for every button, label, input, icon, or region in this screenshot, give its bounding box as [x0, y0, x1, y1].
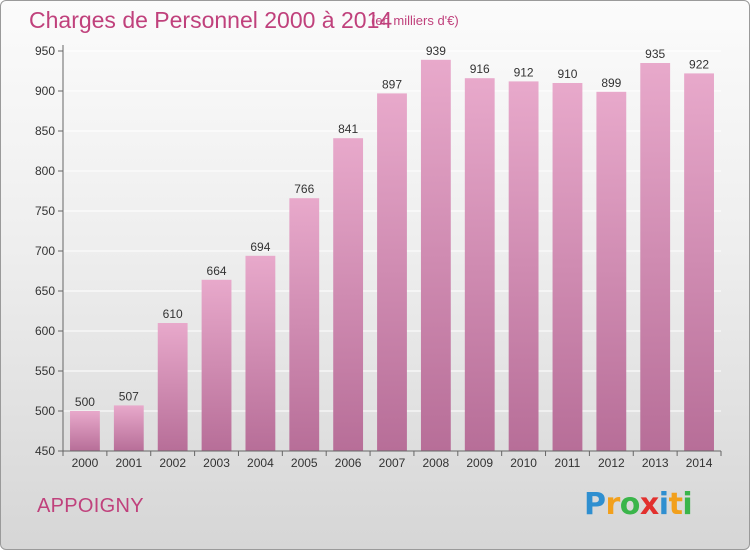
logo-letter: r	[605, 487, 621, 522]
value-label-2001: 507	[119, 389, 139, 403]
x-tick-label-2014: 2014	[686, 456, 713, 470]
value-label-2013: 935	[645, 47, 665, 61]
bar-2012	[596, 91, 627, 452]
bar-2005	[289, 198, 320, 451]
value-label-2002: 610	[163, 307, 183, 321]
value-label-2004: 694	[250, 240, 270, 254]
bar-2014	[684, 73, 714, 452]
value-label-2007: 897	[382, 77, 402, 91]
bar-2009	[464, 78, 495, 451]
proxiti-logo: Proxiti	[584, 487, 693, 522]
logo-letter: o	[619, 487, 641, 522]
y-tick-label: 800	[35, 164, 55, 178]
chart-subtitle: (en milliers d'€)	[371, 13, 459, 28]
y-tick-label: 850	[35, 124, 55, 138]
y-tick-label: 600	[35, 324, 55, 338]
y-tick-label: 700	[35, 244, 55, 258]
value-label-2006: 841	[338, 122, 358, 136]
y-tick-label: 900	[35, 84, 55, 98]
value-label-2003: 664	[207, 264, 227, 278]
bar-2000	[70, 411, 100, 451]
y-tick-label: 500	[35, 404, 55, 418]
x-tick-label-2004: 2004	[247, 456, 274, 470]
bar-2007	[377, 93, 407, 452]
x-tick-label-2002: 2002	[159, 456, 186, 470]
chart-title: Charges de Personnel 2000 à 2014	[29, 7, 393, 33]
x-tick-label-2003: 2003	[203, 456, 230, 470]
y-tick-label: 650	[35, 284, 55, 298]
y-tick-label: 550	[35, 364, 55, 378]
x-tick-label-2009: 2009	[466, 456, 493, 470]
bar-2002	[157, 323, 188, 451]
x-tick-label-2001: 2001	[115, 456, 142, 470]
logo-letter: i	[658, 487, 669, 522]
logo-letter: P	[584, 487, 606, 522]
logo-letter: i	[682, 487, 693, 522]
y-tick-label: 450	[35, 444, 55, 458]
value-label-2009: 916	[470, 62, 490, 76]
y-tick-label: 750	[35, 204, 55, 218]
value-label-2008: 939	[426, 44, 446, 58]
x-tick-label-2011: 2011	[555, 456, 581, 470]
x-tick-label-2000: 2000	[72, 456, 99, 470]
y-tick-label: 950	[35, 44, 55, 58]
bar-2011	[552, 83, 583, 451]
x-tick-label-2005: 2005	[291, 456, 318, 470]
value-label-2005: 766	[294, 182, 314, 196]
bar-2006	[333, 138, 364, 451]
bar-2010	[508, 81, 539, 452]
bar-2003	[201, 279, 232, 451]
x-tick-label-2007: 2007	[379, 456, 406, 470]
bar-2001	[113, 405, 144, 451]
location-name: APPOIGNY	[37, 495, 144, 517]
value-label-2014: 922	[689, 57, 709, 71]
bar-2004	[245, 255, 276, 451]
x-tick-label-2010: 2010	[510, 456, 537, 470]
value-label-2010: 912	[514, 65, 534, 79]
logo-letter: x	[639, 487, 659, 522]
value-label-2012: 899	[601, 76, 621, 90]
bar-2013	[640, 63, 671, 451]
x-tick-label-2008: 2008	[423, 456, 450, 470]
x-tick-label-2006: 2006	[335, 456, 362, 470]
value-label-2011: 910	[557, 67, 577, 81]
x-tick-label-2013: 2013	[642, 456, 669, 470]
x-tick-label-2012: 2012	[598, 456, 625, 470]
value-label-2000: 500	[75, 395, 95, 409]
bar-2008	[420, 59, 451, 452]
logo-letter: t	[668, 487, 683, 522]
